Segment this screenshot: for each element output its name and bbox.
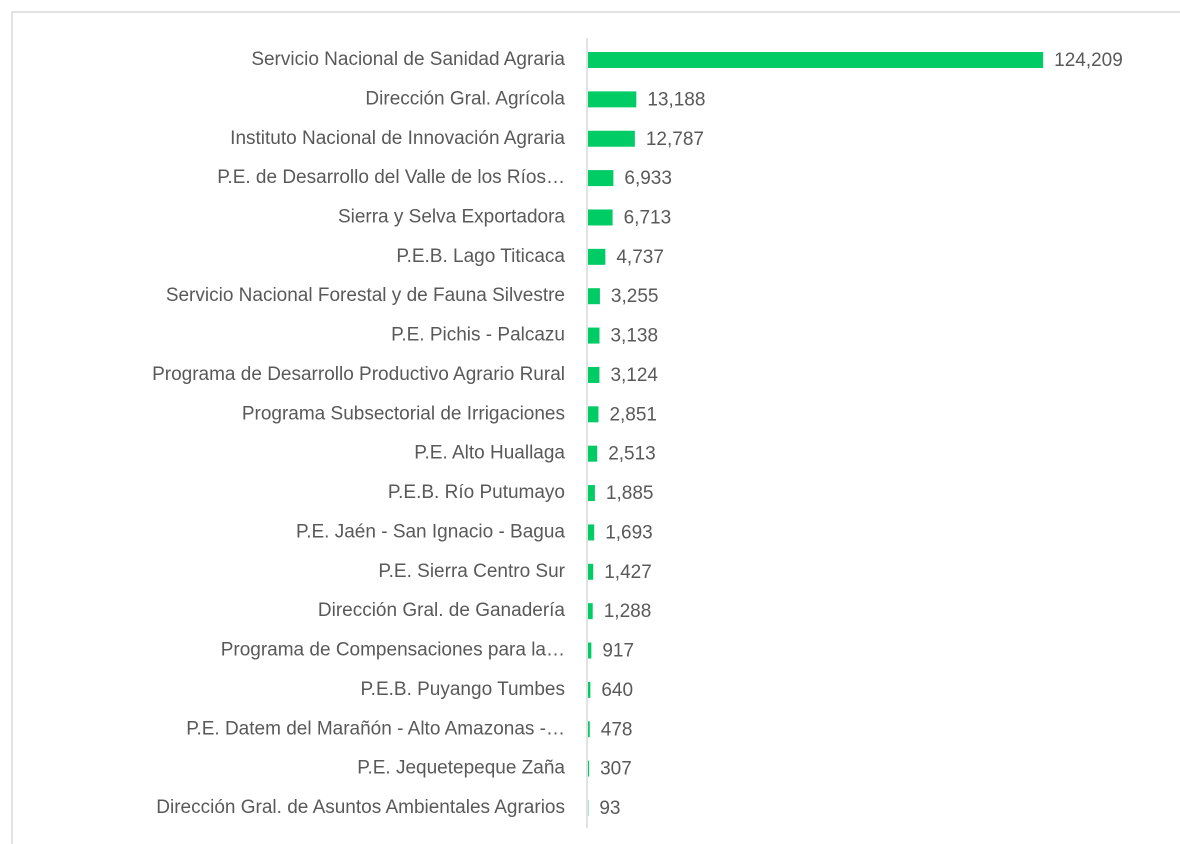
category-label: Programa de Compensaciones para la… xyxy=(221,640,565,661)
category-label: P.E.B. Puyango Tumbes xyxy=(360,679,565,700)
value-label: 3,124 xyxy=(610,365,658,386)
value-label: 1,288 xyxy=(604,601,652,622)
bar xyxy=(588,406,599,423)
category-label: P.E. Jequetepeque Zaña xyxy=(357,758,565,779)
bar xyxy=(588,366,600,383)
category-label: Servicio Nacional de Sanidad Agraria xyxy=(251,49,565,70)
category-label: Instituto Nacional de Innovación Agraria xyxy=(230,128,565,149)
value-label: 6,713 xyxy=(624,207,672,228)
bar xyxy=(588,130,635,147)
chart-border xyxy=(11,11,1180,844)
category-label: Programa Subsectorial de Irrigaciones xyxy=(242,403,565,424)
bar xyxy=(588,760,590,777)
category-label: Dirección Gral. de Ganadería xyxy=(318,600,566,621)
value-label: 124,209 xyxy=(1054,50,1123,71)
bar xyxy=(588,327,600,344)
value-label: 1,693 xyxy=(605,522,653,543)
value-label: 640 xyxy=(601,680,633,701)
value-label: 3,138 xyxy=(610,326,658,347)
bar xyxy=(588,209,613,226)
bar xyxy=(588,721,590,738)
value-label: 4,737 xyxy=(616,247,664,268)
value-label: 2,851 xyxy=(609,404,657,425)
bar xyxy=(588,288,600,305)
category-label: Programa de Desarrollo Productivo Agrari… xyxy=(152,364,565,385)
category-label: P.E. Datem del Marañón - Alto Amazonas -… xyxy=(186,718,565,739)
category-label: P.E. Sierra Centro Sur xyxy=(378,561,565,582)
value-label: 93 xyxy=(599,798,620,819)
value-label: 307 xyxy=(600,759,632,780)
category-label: P.E.B. Lago Titicaca xyxy=(396,246,565,267)
bar xyxy=(588,642,592,659)
bar xyxy=(588,170,614,187)
bar xyxy=(588,91,637,108)
value-label: 478 xyxy=(601,719,633,740)
bar xyxy=(588,248,606,265)
bar xyxy=(588,563,594,580)
bar xyxy=(588,52,1044,68)
value-label: 917 xyxy=(602,641,634,662)
value-label: 13,188 xyxy=(647,89,705,110)
value-label: 6,933 xyxy=(624,168,672,189)
category-label: Dirección Gral. de Asuntos Ambientales A… xyxy=(156,797,565,818)
bar xyxy=(588,485,595,502)
bar xyxy=(588,524,595,541)
category-label: P.E. Jaén - San Ignacio - Bagua xyxy=(296,521,565,542)
category-label: P.E. Pichis - Palcazu xyxy=(391,325,565,346)
category-label: P.E.B. Río Putumayo xyxy=(388,482,565,503)
category-label: Sierra y Selva Exportadora xyxy=(338,206,565,227)
value-label: 3,255 xyxy=(611,286,659,307)
value-label: 1,885 xyxy=(606,483,654,504)
bar xyxy=(588,445,598,462)
bar xyxy=(588,603,593,620)
category-label: P.E. Alto Huallaga xyxy=(414,443,565,464)
category-label: Servicio Nacional Forestal y de Fauna Si… xyxy=(166,285,565,306)
value-label: 12,787 xyxy=(646,129,704,150)
bar xyxy=(588,681,591,698)
value-label: 2,513 xyxy=(608,444,656,465)
category-label: Dirección Gral. Agrícola xyxy=(365,88,565,109)
value-label: 1,427 xyxy=(604,562,652,583)
category-label: P.E. de Desarrollo del Valle de los Ríos… xyxy=(217,167,565,188)
